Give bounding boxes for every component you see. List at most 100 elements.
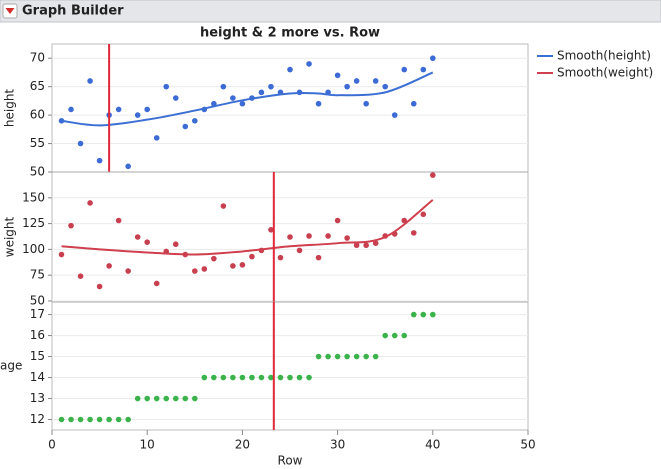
data-point xyxy=(239,374,246,381)
data-point xyxy=(372,353,379,360)
legend-label: Smooth(weight) xyxy=(557,66,653,80)
data-point xyxy=(353,353,360,360)
menu-triangle xyxy=(5,8,15,14)
y-tick-label: 14 xyxy=(30,370,45,384)
data-point xyxy=(410,100,417,107)
data-point xyxy=(220,374,227,381)
data-point xyxy=(306,374,312,381)
data-point xyxy=(334,353,341,360)
data-point xyxy=(96,283,103,290)
data-point xyxy=(268,374,274,381)
y-tick-label: 65 xyxy=(30,79,45,93)
y-tick-label: 17 xyxy=(30,307,45,321)
y-tick-label: 70 xyxy=(30,51,45,65)
data-point xyxy=(115,106,122,113)
data-point xyxy=(144,106,150,113)
data-point xyxy=(249,374,255,381)
data-point xyxy=(134,112,141,118)
data-point xyxy=(334,217,341,224)
data-point xyxy=(96,416,103,423)
data-point xyxy=(239,262,246,268)
data-point xyxy=(287,234,293,240)
data-point xyxy=(192,268,198,274)
data-point xyxy=(277,374,284,381)
data-point xyxy=(306,61,312,67)
data-point xyxy=(344,353,350,360)
data-point xyxy=(277,254,284,261)
data-point xyxy=(230,263,236,269)
data-point xyxy=(163,83,170,90)
data-point xyxy=(287,66,293,73)
data-point xyxy=(363,242,369,249)
data-point xyxy=(401,66,408,73)
data-point xyxy=(115,416,122,423)
data-point xyxy=(401,332,408,339)
x-tick-label: 30 xyxy=(330,438,345,452)
y-tick-label: 12 xyxy=(30,412,45,426)
data-point xyxy=(134,395,141,402)
data-point xyxy=(153,395,160,402)
data-point xyxy=(420,66,427,73)
data-point xyxy=(430,55,436,62)
data-point xyxy=(296,374,303,381)
data-point xyxy=(287,374,293,381)
data-point xyxy=(68,222,74,229)
data-point xyxy=(325,233,331,239)
data-point xyxy=(115,217,122,224)
smooth-line xyxy=(61,71,434,127)
x-tick-label: 40 xyxy=(425,438,440,452)
data-point xyxy=(315,353,322,360)
data-point xyxy=(58,251,65,258)
y-tick-label: 150 xyxy=(22,190,45,204)
y-axis-label: height xyxy=(3,89,17,128)
data-point xyxy=(192,395,198,402)
data-point xyxy=(192,118,198,124)
x-tick-label: 50 xyxy=(520,438,535,452)
data-point xyxy=(315,254,322,261)
data-point xyxy=(125,416,131,423)
y-tick-label: 100 xyxy=(22,242,45,256)
data-point xyxy=(58,416,65,423)
data-point xyxy=(420,311,427,318)
data-point xyxy=(430,311,436,318)
chart-title: height & 2 more vs. Row xyxy=(200,26,380,41)
data-point xyxy=(249,253,255,260)
data-point xyxy=(430,172,436,178)
y-tick-label: 16 xyxy=(30,328,45,342)
header-bar xyxy=(0,0,661,23)
data-point xyxy=(68,416,74,423)
data-point xyxy=(363,353,369,360)
data-point xyxy=(239,100,246,107)
data-point xyxy=(372,78,379,84)
data-point xyxy=(382,332,389,339)
data-point xyxy=(77,273,84,280)
y-tick-label: 60 xyxy=(30,108,45,122)
data-point xyxy=(144,239,150,245)
data-point xyxy=(391,112,398,118)
data-point xyxy=(420,211,427,218)
data-point xyxy=(87,416,93,423)
data-point xyxy=(220,203,227,209)
data-point xyxy=(172,241,179,248)
data-point xyxy=(344,83,350,90)
y-tick-label: 13 xyxy=(30,391,45,405)
data-point xyxy=(125,163,131,170)
y-tick-label: 15 xyxy=(30,349,45,363)
data-point xyxy=(201,374,208,381)
data-point xyxy=(163,395,170,402)
smooth-line xyxy=(61,199,434,256)
data-point xyxy=(363,100,369,107)
y-tick-label: 125 xyxy=(22,216,45,230)
data-point xyxy=(230,95,236,101)
data-point xyxy=(230,374,236,381)
data-point xyxy=(172,395,179,402)
data-point xyxy=(372,240,379,246)
data-point xyxy=(220,83,227,90)
data-point xyxy=(344,235,350,241)
data-point xyxy=(211,374,217,381)
y-tick-label: 75 xyxy=(30,268,45,282)
data-point xyxy=(134,234,141,240)
data-point xyxy=(77,140,84,147)
data-point xyxy=(258,374,265,381)
